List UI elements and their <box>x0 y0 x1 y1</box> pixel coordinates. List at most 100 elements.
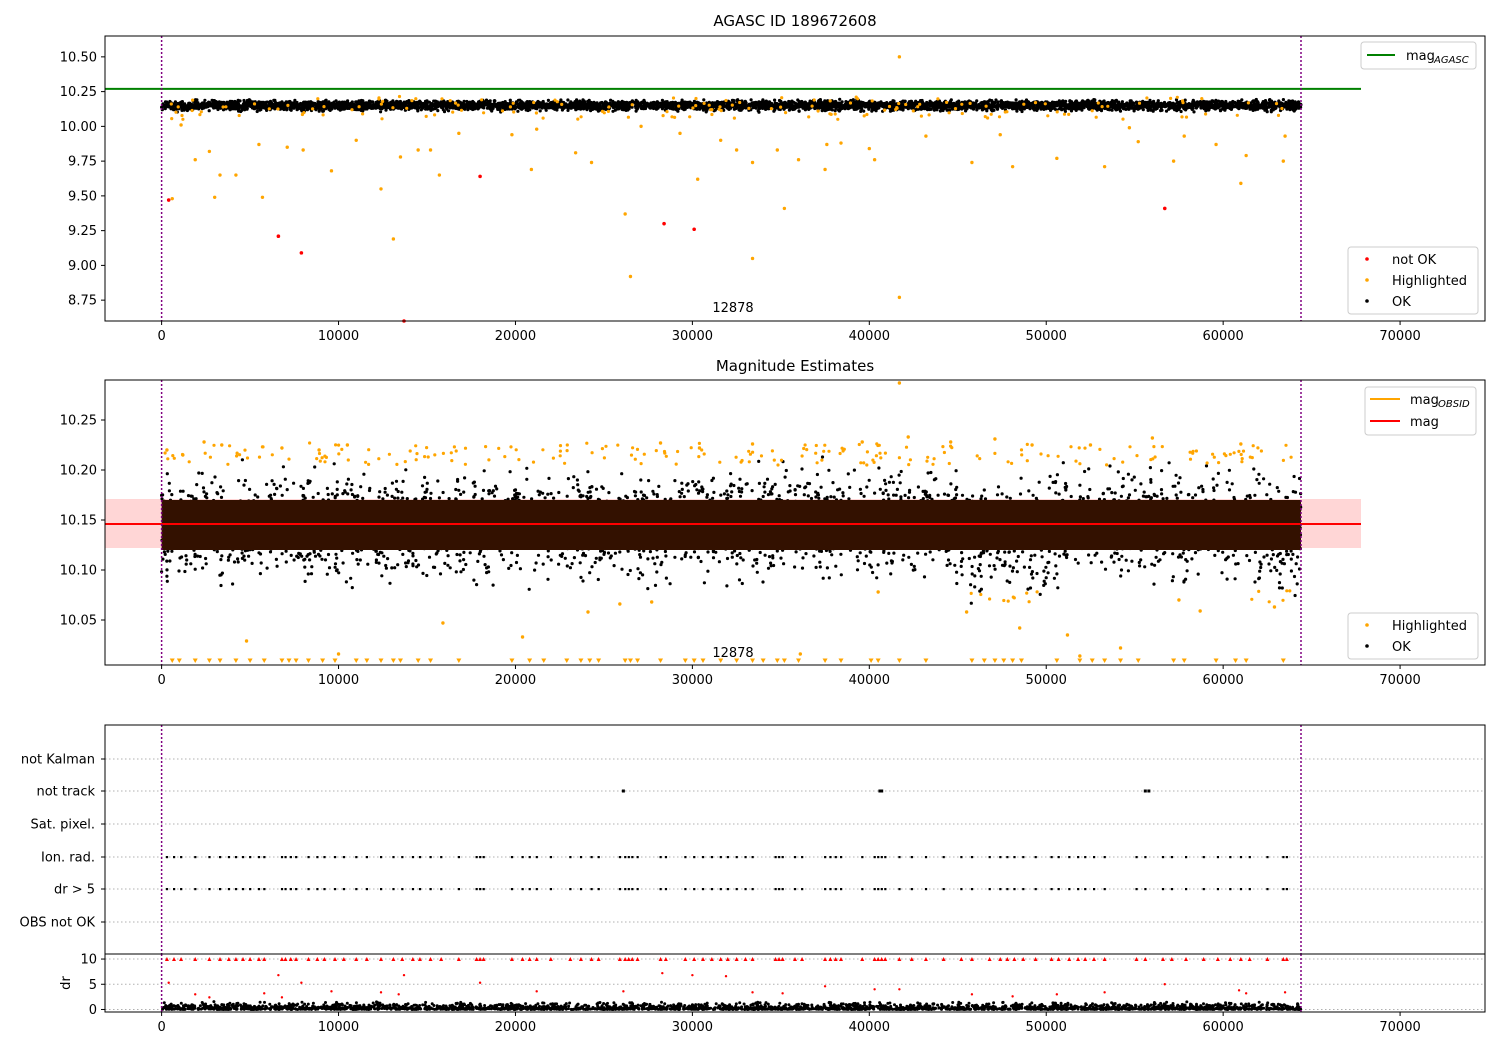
ok-point <box>327 105 331 109</box>
ok-point <box>732 98 736 103</box>
ok-point <box>1119 104 1124 108</box>
ok-point <box>230 99 234 104</box>
ok-point <box>673 107 677 111</box>
ok-point <box>1040 100 1044 104</box>
ok-point <box>817 98 821 102</box>
ok-point <box>300 105 304 109</box>
ok-point <box>654 107 659 111</box>
ok-point <box>1211 106 1215 110</box>
ok-point <box>518 98 522 102</box>
ok-point <box>379 110 383 114</box>
ok-point <box>240 108 244 112</box>
ok-point <box>1292 109 1296 113</box>
ok-point <box>1270 99 1274 103</box>
ok-point <box>611 109 615 113</box>
ok-point <box>981 107 986 111</box>
ok-point <box>974 101 978 105</box>
ok-point <box>940 105 944 109</box>
ok-point <box>911 104 915 108</box>
ok-point <box>603 105 607 109</box>
ok-point <box>332 100 336 104</box>
ok-point <box>519 107 523 111</box>
ok-point <box>748 104 752 108</box>
ok-point <box>908 105 912 109</box>
ok-point <box>1191 106 1195 110</box>
panel1-title: AGASC ID 189672608 <box>713 12 876 30</box>
ok-point <box>1127 104 1131 108</box>
ok-point <box>779 101 783 105</box>
ok-point <box>995 107 1000 111</box>
ok-point <box>1281 98 1285 102</box>
ok-point <box>482 100 487 104</box>
ok-point <box>221 108 226 112</box>
ok-point <box>444 106 448 110</box>
ok-point <box>635 107 639 111</box>
ok-point <box>427 100 431 104</box>
ok-point <box>257 100 261 104</box>
ok-point <box>1126 107 1131 111</box>
ok-point <box>977 104 981 108</box>
ok-point <box>480 103 484 107</box>
ok-point <box>931 104 935 108</box>
ok-point <box>1130 102 1134 106</box>
ok-point <box>1105 101 1110 105</box>
ok-point <box>1252 104 1256 108</box>
ok-point <box>967 104 971 108</box>
ok-point <box>686 101 690 105</box>
ok-point <box>1138 105 1143 109</box>
ok-point <box>1063 103 1067 107</box>
ok-point <box>661 101 665 105</box>
ok-point <box>988 98 992 102</box>
ok-point <box>994 98 998 102</box>
ok-point <box>837 101 841 105</box>
ok-point <box>538 109 542 113</box>
ok-point <box>749 98 753 102</box>
ok-point <box>807 102 811 106</box>
ok-point <box>349 103 353 107</box>
panel1-plot-area: 0 10000 20000 30000 40000 50000 60000 700008.75… <box>60 35 1486 344</box>
ok-point <box>553 103 557 107</box>
ok-point <box>578 100 582 104</box>
ok-point <box>659 103 664 107</box>
ok-point <box>441 108 445 112</box>
ok-point <box>520 102 524 106</box>
ok-point <box>920 98 924 103</box>
ok-point <box>713 108 717 112</box>
ok-point <box>367 100 371 104</box>
ok-point <box>1059 101 1063 105</box>
ok-point <box>626 105 631 109</box>
ok-point <box>324 98 328 102</box>
ok-point <box>891 106 895 110</box>
ok-point <box>395 105 399 109</box>
ok-point <box>264 100 268 104</box>
ok-point <box>402 100 406 104</box>
ok-point <box>1285 105 1289 110</box>
ok-point <box>1292 103 1297 107</box>
ok-point <box>333 106 337 110</box>
ok-point <box>448 104 452 108</box>
ok-point <box>421 103 425 107</box>
ok-point <box>1014 98 1018 102</box>
ok-point <box>207 109 211 113</box>
ok-point <box>206 105 210 109</box>
ok-point <box>1220 102 1224 106</box>
ok-point <box>208 101 212 105</box>
ok-point <box>735 98 739 102</box>
ok-point <box>826 102 830 106</box>
ok-point <box>1050 102 1054 106</box>
ok-point <box>862 109 866 113</box>
ok-point <box>462 99 466 103</box>
ok-point <box>338 108 342 112</box>
ok-point <box>1214 98 1218 102</box>
ok-point <box>1161 104 1165 108</box>
ok-point <box>265 108 269 112</box>
ok-point <box>1253 108 1257 112</box>
ok-point <box>371 100 375 104</box>
ok-point <box>793 101 798 105</box>
ok-point <box>980 104 984 108</box>
ok-point <box>211 104 215 108</box>
ok-point <box>634 98 638 102</box>
ok-point <box>761 104 766 108</box>
ok-point <box>797 109 801 113</box>
